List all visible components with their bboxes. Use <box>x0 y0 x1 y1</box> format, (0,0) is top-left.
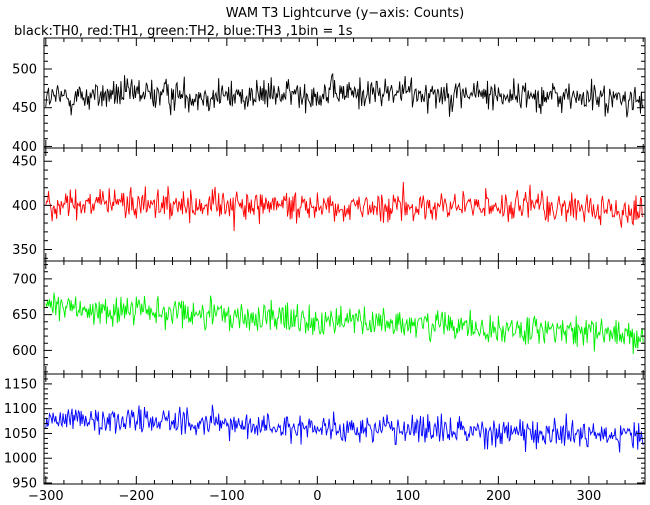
y-tick-label: 700 <box>12 272 37 287</box>
x-tick-label: 200 <box>486 489 511 504</box>
series-line-th1 <box>45 182 644 232</box>
y-tick-label: 350 <box>12 243 37 258</box>
y-tick-label: 1050 <box>4 427 37 442</box>
series-line-th0 <box>45 72 644 118</box>
x-tick-label: 100 <box>395 489 420 504</box>
x-tick-label: −100 <box>209 489 245 504</box>
x-tick-label: −200 <box>118 489 154 504</box>
series-line-th2 <box>45 292 644 355</box>
y-tick-label: 1150 <box>4 377 37 392</box>
x-tick-label: 0 <box>313 489 321 504</box>
y-tick-label: 400 <box>12 199 37 214</box>
x-tick-label: −300 <box>28 489 64 504</box>
panel-th2: 600 650 700 <box>12 260 646 375</box>
panels-group: 4004505003504004506006507009501000105011… <box>4 37 646 504</box>
series-line-th3 <box>45 404 644 453</box>
y-tick-label: 950 <box>12 477 37 492</box>
y-tick-label: 400 <box>12 140 37 155</box>
chart-title: WAM T3 Lightcurve (y−axis: Counts) <box>226 6 464 21</box>
y-tick-label: 450 <box>12 101 37 116</box>
chart-subtitle: black:TH0, red:TH1, green:TH2, blue:TH3 … <box>14 24 353 39</box>
y-tick-label: 650 <box>12 308 37 323</box>
y-tick-label: 1100 <box>4 402 37 417</box>
y-tick-label: 600 <box>12 344 37 359</box>
x-tick-label: 300 <box>576 489 601 504</box>
y-tick-label: 1000 <box>4 452 37 467</box>
y-tick-label: 450 <box>12 155 37 170</box>
panel-th3: 950 1000 1050 1100 1150 <box>4 373 646 492</box>
y-tick-label: 500 <box>12 62 37 77</box>
